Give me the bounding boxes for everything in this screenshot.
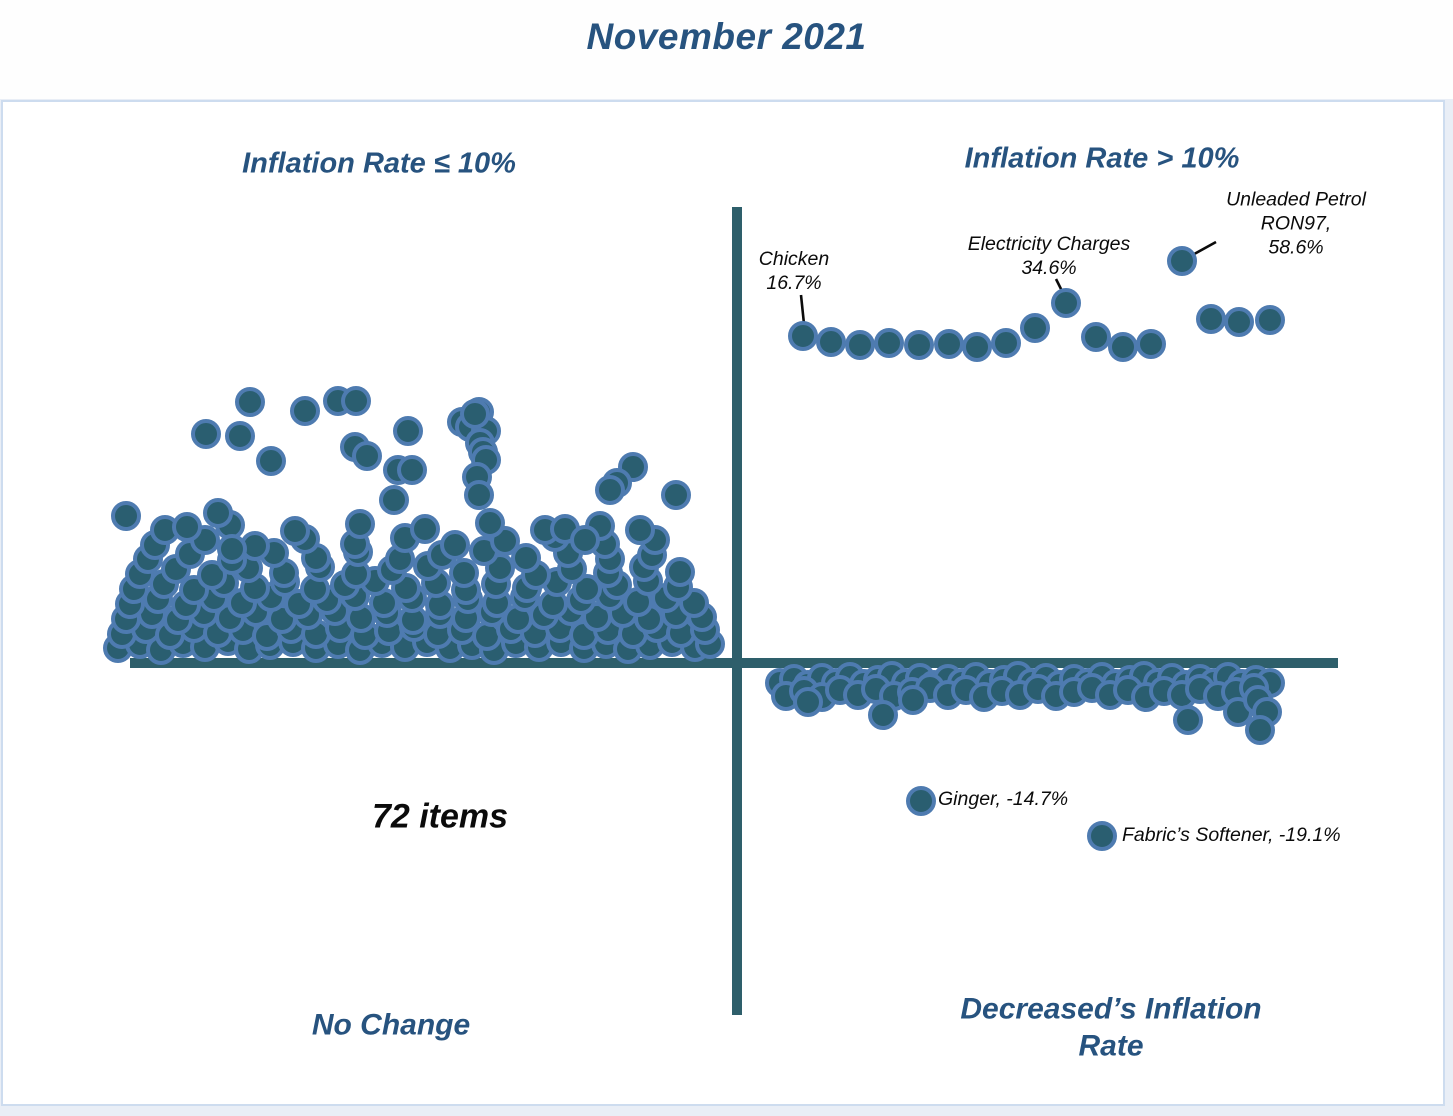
data-point-inflation_le_10pct (280, 516, 310, 546)
data-point-decreased_inflation_rate (1245, 715, 1275, 745)
data-point-inflation_gt_10pct (788, 321, 818, 351)
data-point-inflation_le_10pct (256, 446, 286, 476)
data-point-inflation_le_10pct (464, 480, 494, 510)
data-point-inflation_le_10pct (440, 530, 470, 560)
data-point-decreased_inflation_rate (906, 786, 936, 816)
annotation-unleaded-petrol-ron97: Unleaded Petrol RON97, 58.6% (1226, 188, 1366, 258)
data-point-inflation_le_10pct (665, 557, 695, 587)
data-point-inflation_le_10pct (191, 419, 221, 449)
data-point-inflation_gt_10pct (1255, 305, 1285, 335)
annotation-electricity-charges: Electricity Charges 34.6% (967, 233, 1131, 279)
data-point-inflation_le_10pct (511, 543, 541, 573)
data-point-inflation_gt_10pct (816, 327, 846, 357)
title-band (0, 0, 1453, 99)
quadrant-label-no-change: No Change (311, 1008, 471, 1042)
no-change-items-count: 72 items (371, 797, 509, 836)
vertical-axis (732, 207, 742, 1015)
data-point-inflation_le_10pct (661, 480, 691, 510)
data-point-inflation_le_10pct (290, 396, 320, 426)
data-point-inflation_gt_10pct (1136, 329, 1166, 359)
annotation-fabrics-softener: Fabric’s Softener, -19.1% (1122, 824, 1341, 847)
data-point-inflation_gt_10pct (1108, 332, 1138, 362)
data-point-inflation_le_10pct (595, 475, 625, 505)
data-point-inflation_gt_10pct (1224, 307, 1254, 337)
data-point-inflation_le_10pct (197, 560, 227, 590)
data-point-inflation_le_10pct (352, 441, 382, 471)
data-point-inflation_gt_10pct (991, 328, 1021, 358)
annotation-leader-line (799, 294, 806, 325)
data-point-inflation_le_10pct (397, 455, 427, 485)
data-point-inflation_le_10pct (460, 399, 490, 429)
quadrant-label-decreased: Decreased’s Inflation Rate (960, 992, 1262, 1062)
data-point-inflation_le_10pct (570, 525, 600, 555)
chart-title: November 2021 (586, 16, 867, 57)
data-point-inflation_le_10pct (379, 485, 409, 515)
data-point-inflation_le_10pct (225, 421, 255, 451)
data-point-inflation_le_10pct (111, 501, 141, 531)
data-point-inflation_le_10pct (235, 387, 265, 417)
data-point-inflation_gt_10pct (1020, 313, 1050, 343)
annotation-ginger: Ginger, -14.7% (938, 788, 1069, 811)
data-point-decreased_inflation_rate (898, 685, 928, 715)
data-point-decreased_inflation_rate (1173, 705, 1203, 735)
data-point-inflation_gt_10pct (1051, 288, 1081, 318)
data-point-inflation_gt_10pct (904, 330, 934, 360)
data-point-inflation_gt_10pct (1081, 322, 1111, 352)
data-point-decreased_inflation_rate (793, 687, 823, 717)
data-point-inflation_le_10pct (393, 416, 423, 446)
data-point-inflation_le_10pct (172, 512, 202, 542)
quadrant-label-top-left: Inflation Rate ≤ 10% (242, 147, 516, 180)
data-point-inflation_gt_10pct (962, 332, 992, 362)
data-point-inflation_le_10pct (449, 558, 479, 588)
quadrant-label-top-right: Inflation Rate > 10% (964, 142, 1240, 175)
data-point-inflation_le_10pct (341, 386, 371, 416)
data-point-decreased_inflation_rate (868, 700, 898, 730)
data-point-inflation_le_10pct (410, 514, 440, 544)
data-point-inflation_le_10pct (203, 498, 233, 528)
data-point-inflation_le_10pct (345, 509, 375, 539)
data-point-inflation_gt_10pct (874, 328, 904, 358)
data-point-inflation_gt_10pct (1167, 246, 1197, 276)
data-point-inflation_gt_10pct (1196, 304, 1226, 334)
data-point-inflation_le_10pct (217, 534, 247, 564)
annotation-chicken: Chicken 16.7% (758, 248, 830, 294)
data-point-inflation_gt_10pct (845, 330, 875, 360)
data-point-decreased_inflation_rate (1087, 821, 1117, 851)
data-point-inflation_le_10pct (475, 508, 505, 538)
data-point-inflation_le_10pct (572, 574, 602, 604)
data-point-inflation_gt_10pct (934, 329, 964, 359)
data-point-inflation_le_10pct (625, 515, 655, 545)
